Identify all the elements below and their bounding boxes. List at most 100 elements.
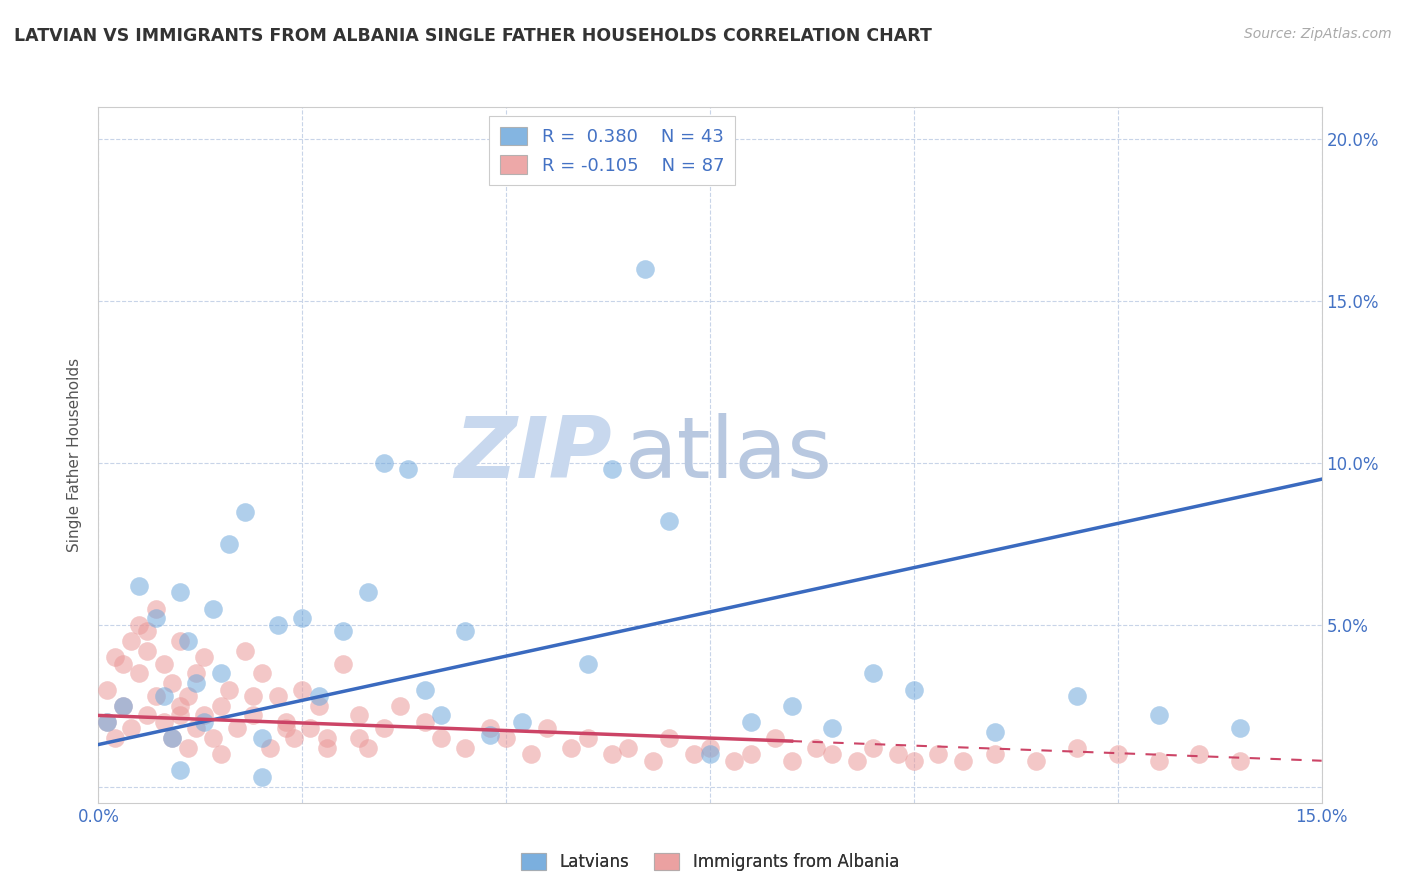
Point — [454, 740, 477, 755]
Point — [536, 722, 558, 736]
Point — [169, 764, 191, 778]
Point — [332, 657, 354, 671]
Point — [389, 698, 412, 713]
Point — [495, 731, 517, 745]
Point — [152, 689, 174, 703]
Point — [740, 747, 762, 762]
Text: Source: ZipAtlas.com: Source: ZipAtlas.com — [1244, 27, 1392, 41]
Point — [193, 708, 215, 723]
Point — [658, 731, 681, 745]
Point — [576, 731, 599, 745]
Point — [600, 747, 623, 762]
Point — [1188, 747, 1211, 762]
Point — [96, 714, 118, 729]
Point — [152, 714, 174, 729]
Point — [136, 643, 159, 657]
Point — [160, 731, 183, 745]
Point — [373, 456, 395, 470]
Point — [349, 708, 371, 723]
Point — [780, 754, 803, 768]
Point — [1066, 740, 1088, 755]
Point — [315, 731, 337, 745]
Point — [145, 611, 167, 625]
Point — [1107, 747, 1129, 762]
Legend: Latvians, Immigrants from Albania: Latvians, Immigrants from Albania — [515, 847, 905, 878]
Point — [430, 708, 453, 723]
Point — [927, 747, 949, 762]
Point — [209, 698, 232, 713]
Point — [193, 650, 215, 665]
Y-axis label: Single Father Households: Single Father Households — [67, 358, 83, 552]
Point — [413, 682, 436, 697]
Point — [356, 740, 378, 755]
Point — [169, 634, 191, 648]
Text: ZIP: ZIP — [454, 413, 612, 497]
Point — [291, 611, 314, 625]
Point — [291, 682, 314, 697]
Point — [136, 624, 159, 639]
Point — [1229, 754, 1251, 768]
Point — [821, 722, 844, 736]
Point — [250, 731, 273, 745]
Point — [903, 754, 925, 768]
Point — [804, 740, 827, 755]
Point — [193, 714, 215, 729]
Text: atlas: atlas — [624, 413, 832, 497]
Point — [519, 747, 541, 762]
Point — [177, 740, 200, 755]
Point — [169, 698, 191, 713]
Point — [699, 740, 721, 755]
Point — [160, 676, 183, 690]
Point — [104, 650, 127, 665]
Point — [641, 754, 664, 768]
Point — [682, 747, 704, 762]
Point — [120, 634, 142, 648]
Point — [315, 740, 337, 755]
Point — [299, 722, 322, 736]
Point — [600, 462, 623, 476]
Point — [984, 724, 1007, 739]
Point — [160, 731, 183, 745]
Point — [862, 740, 884, 755]
Point — [186, 666, 208, 681]
Point — [177, 634, 200, 648]
Point — [1229, 722, 1251, 736]
Point — [145, 601, 167, 615]
Point — [903, 682, 925, 697]
Point — [128, 579, 150, 593]
Point — [169, 585, 191, 599]
Point — [145, 689, 167, 703]
Point — [259, 740, 281, 755]
Point — [634, 261, 657, 276]
Point — [1147, 754, 1170, 768]
Point — [250, 770, 273, 784]
Point — [699, 747, 721, 762]
Point — [96, 714, 118, 729]
Point — [356, 585, 378, 599]
Point — [218, 537, 240, 551]
Point — [952, 754, 974, 768]
Point — [984, 747, 1007, 762]
Point — [267, 689, 290, 703]
Point — [201, 601, 224, 615]
Point — [560, 740, 582, 755]
Point — [454, 624, 477, 639]
Point — [1147, 708, 1170, 723]
Point — [233, 643, 256, 657]
Point — [763, 731, 786, 745]
Point — [512, 714, 534, 729]
Point — [396, 462, 419, 476]
Point — [1066, 689, 1088, 703]
Point — [658, 514, 681, 528]
Point — [576, 657, 599, 671]
Text: LATVIAN VS IMMIGRANTS FROM ALBANIA SINGLE FATHER HOUSEHOLDS CORRELATION CHART: LATVIAN VS IMMIGRANTS FROM ALBANIA SINGL… — [14, 27, 932, 45]
Point — [242, 689, 264, 703]
Point — [186, 676, 208, 690]
Point — [413, 714, 436, 729]
Point — [111, 657, 134, 671]
Point — [821, 747, 844, 762]
Point — [308, 689, 330, 703]
Point — [478, 728, 501, 742]
Point — [308, 698, 330, 713]
Point — [886, 747, 908, 762]
